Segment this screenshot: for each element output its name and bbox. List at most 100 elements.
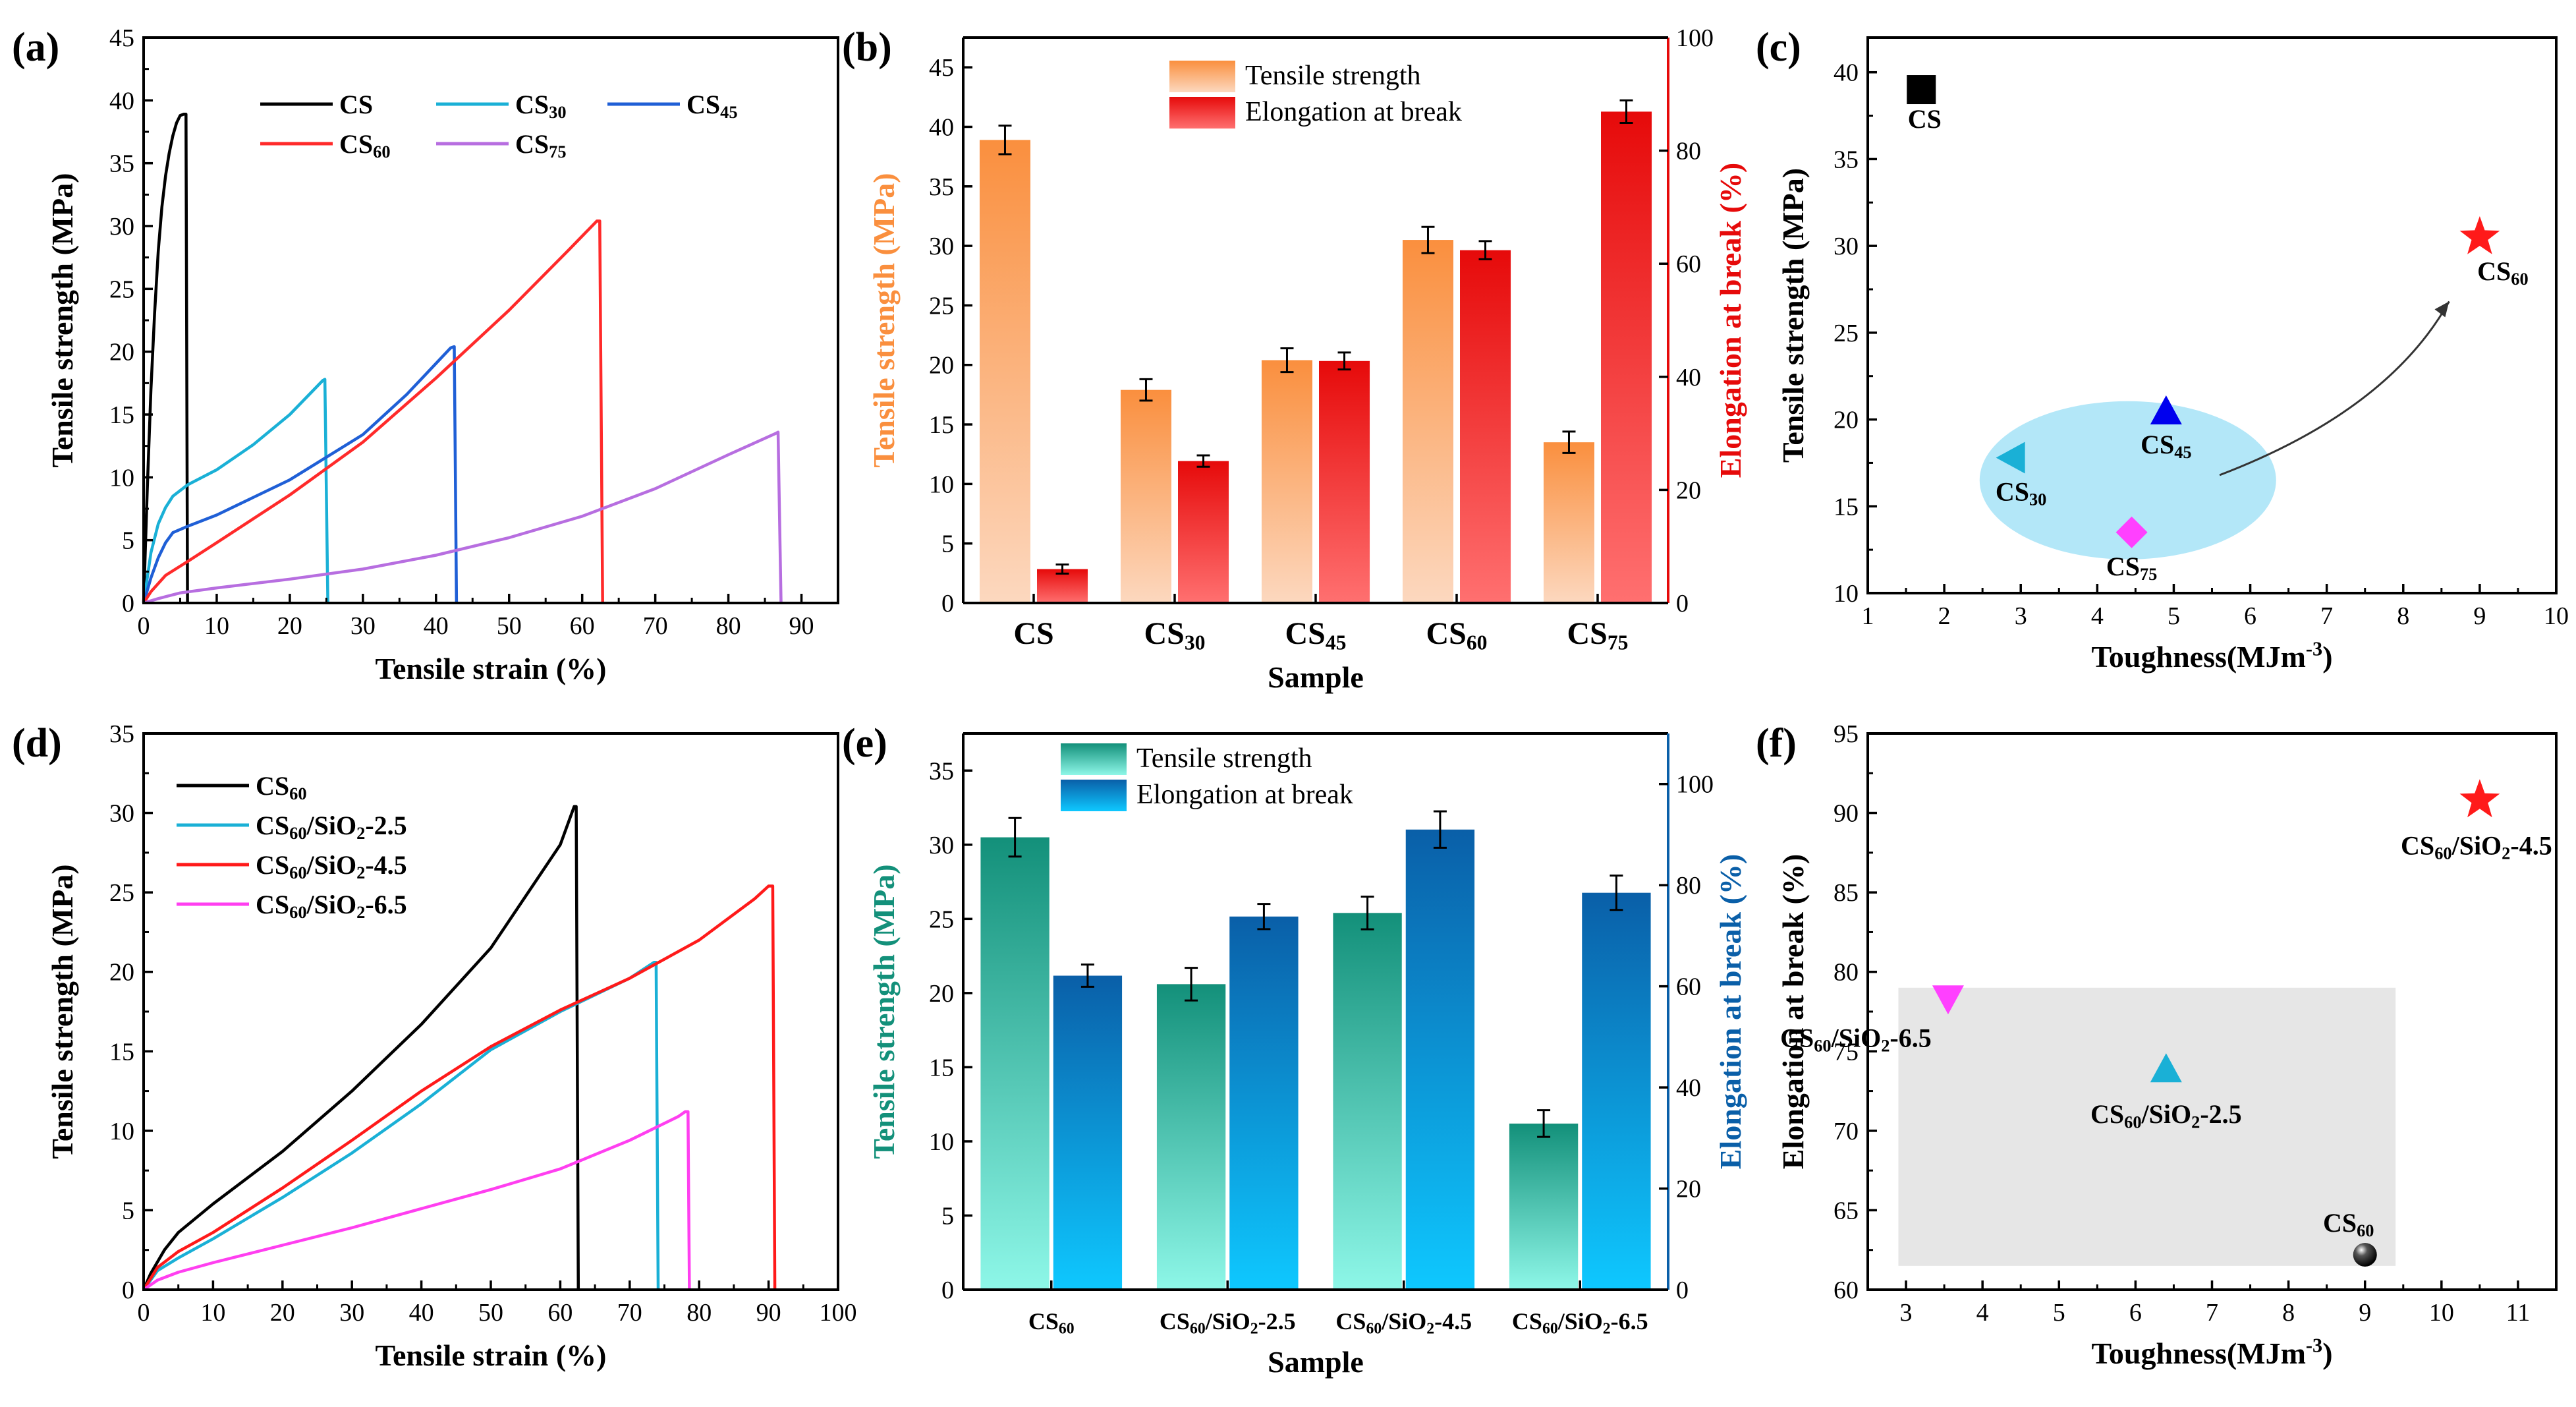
panel-c-xtick-label: 8 [2397, 602, 2409, 630]
panel-b-bar [1120, 389, 1171, 603]
panel-f-xtick-label: 5 [2053, 1299, 2065, 1327]
panel-b-bar [979, 140, 1030, 604]
panel-b-y2tick-label: 80 [1676, 138, 1701, 165]
panel-e-bar [1053, 975, 1123, 1290]
panel-a-xtick-label: 70 [643, 612, 668, 640]
panel-b-panel-letter: (b) [842, 25, 892, 70]
panel-a-xtick-label: 60 [570, 612, 595, 640]
panel-d-xtick-label: 30 [339, 1299, 364, 1327]
panel-f-marker-star [2459, 779, 2500, 818]
panel-c-ytick-label: 15 [1834, 493, 1859, 521]
panel-c-marker-star [2459, 216, 2500, 254]
panel-e-legend-label: Elongation at break [1136, 780, 1353, 810]
panel-e-bar [1333, 913, 1402, 1290]
panel-b-bar [1402, 240, 1453, 603]
panel-a-xtick-label: 0 [138, 612, 150, 640]
panel-d-ytick-label: 5 [122, 1197, 134, 1224]
panel-d-legend-label: CS60 [256, 771, 307, 803]
panel-f-ytick-label: 80 [1834, 959, 1859, 987]
panel-e-ytick-label: 15 [929, 1054, 954, 1081]
panel-c-marker-square [1907, 75, 1936, 105]
panel-f-xtick-label: 8 [2282, 1299, 2295, 1327]
panel-e-bar [1156, 984, 1226, 1290]
panel-b-ytick-label: 5 [941, 531, 954, 558]
panel-a-series-line [142, 113, 189, 604]
panel-f-xlabel: Toughness(MJm-3) [2091, 1335, 2332, 1370]
panel-e-bar [1509, 1123, 1579, 1290]
panel-d-legend-label: CS60/SiO2-4.5 [256, 850, 407, 882]
panel-c-highlight-ellipse [1979, 401, 2276, 560]
panel-f-ytick-label: 85 [1834, 879, 1859, 907]
panel-c-xtick-label: 3 [2015, 602, 2027, 630]
panel-a-ylabel: Tensile strength (MPa) [45, 173, 79, 467]
panel-d: 0 10 20 30 40 50 60 70 80 90 100 0 5 10 15 20 25 30 35 Tens… [12, 720, 857, 1372]
panel-e-y2tick-label: 20 [1676, 1176, 1701, 1203]
panel-d-xtick-label: 10 [200, 1299, 225, 1327]
panel-c-xlabel: Toughness(MJm-3) [2091, 638, 2332, 674]
panel-e: CS60 CS60/SiO2-2.5 CS60/SiO2-4.5 CS60/SiO2-… [842, 721, 1747, 1379]
panel-f-xtick-label: 7 [2206, 1299, 2218, 1327]
panel-e-panel-letter: (e) [842, 721, 887, 766]
panel-e-category-label: CS60 [1028, 1308, 1075, 1337]
panel-f-point-label: CS60/SiO2-6.5 [1780, 1023, 1932, 1055]
panel-e-y2tick-label: 0 [1676, 1277, 1689, 1304]
panel-e-y2label: Elongation at break (%) [1714, 854, 1747, 1169]
panel-f-ylabel: Elongation at break (%) [1776, 854, 1810, 1169]
panel-b-bar [1543, 442, 1594, 603]
panel-e-bar [1405, 829, 1475, 1290]
panel-b-bar [1601, 111, 1652, 603]
panel-f-ytick-label: 90 [1834, 800, 1859, 828]
panel-d-xtick-label: 60 [547, 1299, 573, 1327]
panel-e-ytick-label: 20 [929, 980, 954, 1008]
panel-f-marker-triangle [1932, 985, 1964, 1015]
panel-b-category-label: CS60 [1426, 616, 1487, 654]
panel-f-point-label: CS60/SiO2-2.5 [2090, 1099, 2242, 1132]
panel-e-bar [1229, 916, 1299, 1290]
panel-b-ytick-label: 25 [929, 292, 954, 320]
panel-b-y2tick-label: 40 [1676, 364, 1701, 391]
panel-f-ytick-label: 75 [1834, 1038, 1859, 1066]
panel-b-ytick-label: 20 [929, 352, 954, 380]
panel-b-category-label: CS [1013, 616, 1053, 651]
panel-e-category-label: CS60/SiO2-4.5 [1335, 1308, 1472, 1337]
panel-b-y2tick-label: 0 [1676, 590, 1689, 617]
panel-b-bar [1460, 250, 1511, 603]
panel-e-ylabel: Tensile strength (MPa) [867, 864, 901, 1159]
panel-f-xtick-label: 10 [2429, 1299, 2454, 1327]
panel-b-bar [1261, 360, 1312, 603]
panel-a-series-line [143, 430, 783, 605]
panel-b-ylabel: Tensile strength (MPa) [867, 173, 901, 467]
panel-d-xtick-label: 100 [820, 1299, 857, 1327]
panel-f-point-label: CS60/SiO2-4.5 [2401, 830, 2552, 863]
panel-f-ytick-label: 60 [1834, 1277, 1859, 1304]
panel-c-point-label: CS30 [1996, 477, 2047, 509]
panel-f-ytick-label: 95 [1834, 720, 1859, 748]
panel-e-ytick-label: 5 [941, 1202, 954, 1230]
panel-c-ylabel: Tensile strength (MPa) [1776, 168, 1810, 463]
panel-f-xtick-label: 4 [1976, 1299, 1989, 1327]
panel-a-xlabel: Tensile strain (%) [376, 652, 607, 685]
panel-c: CS CS30 CS45 CS60 CS75 1 2 3 4 5 6 7 8 9 10 10 15 20 25 30 3… [1756, 25, 2569, 674]
panel-d-ytick-label: 10 [109, 1118, 134, 1145]
panel-c-xtick-label: 1 [1862, 602, 1874, 630]
panel-a-ytick-label: 10 [109, 464, 134, 492]
panel-d-ylabel: Tensile strength (MPa) [45, 864, 79, 1159]
panel-d-xtick-label: 0 [138, 1299, 150, 1327]
panel-c-ytick-label: 25 [1834, 320, 1859, 347]
panel-c-ytick-label: 35 [1834, 146, 1859, 173]
panel-e-bar [1582, 892, 1651, 1290]
panel-d-ytick-label: 25 [109, 879, 134, 907]
panel-b-ytick-label: 45 [929, 54, 954, 82]
panel-d-ytick-label: 20 [109, 959, 134, 987]
panel-d-xtick-label: 50 [478, 1299, 503, 1327]
panel-a-ytick-label: 40 [109, 87, 134, 115]
panel-a-ytick-label: 30 [109, 213, 134, 241]
panel-a-xtick-label: 80 [716, 612, 741, 640]
panel-b-ytick-label: 40 [929, 113, 954, 141]
panel-b: CS CS30 CS45 CS60 CS75 0 5 10 15 20 25 30 35 40 45 0 20 4… [842, 24, 1747, 694]
panel-e-ytick-label: 35 [929, 757, 954, 785]
panel-e-y2tick-label: 80 [1676, 872, 1701, 900]
panel-c-marker-triangle [2150, 395, 2182, 425]
panel-a-xtick-label: 10 [204, 612, 229, 640]
panel-d-ytick-label: 15 [109, 1038, 134, 1066]
